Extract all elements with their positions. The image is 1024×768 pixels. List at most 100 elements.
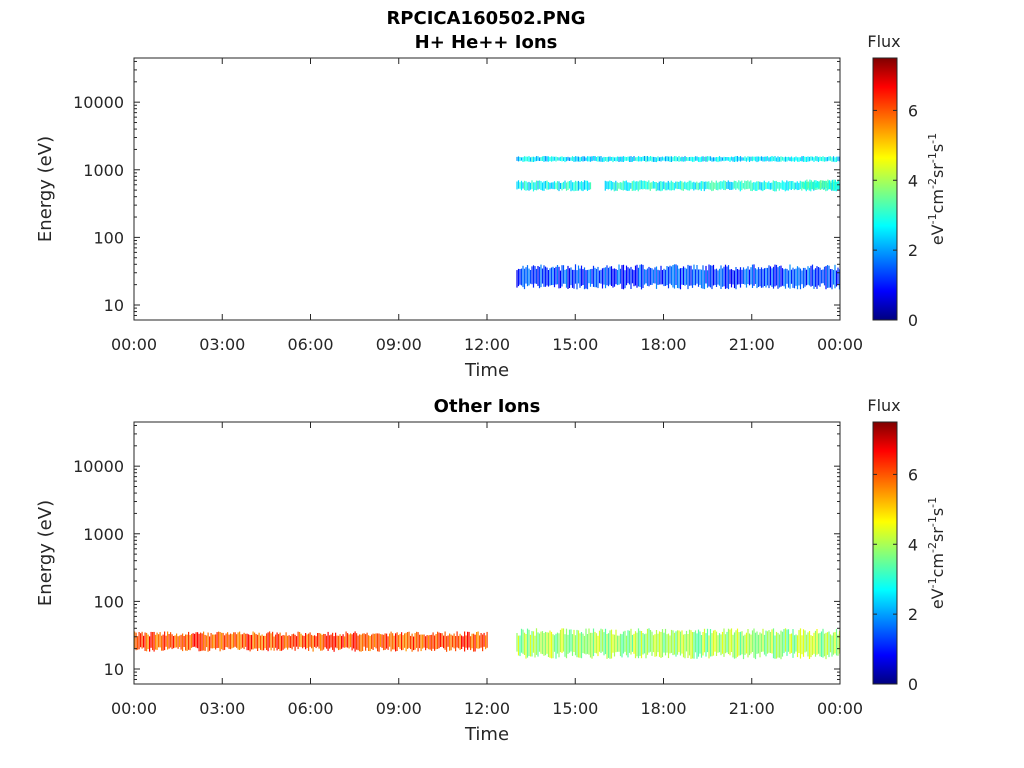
flux-streak [706,156,709,162]
flux-streak [789,634,791,654]
flux-streak [766,156,769,161]
flux-streak [775,157,778,162]
flux-streak [429,635,431,650]
flux-streak [624,181,626,190]
flux-streak [377,633,379,652]
flux-streak [829,634,832,653]
flux-streak [832,270,835,285]
flux-streak [363,633,365,647]
flux-streak [628,268,631,285]
flux-streak [812,181,814,190]
flux-streak [700,156,703,162]
flux-streak [531,180,533,190]
flux-streak [544,631,547,656]
flux-streak [351,634,353,651]
flux-streak [744,180,746,190]
flux-streak [718,633,721,653]
flux-streak [694,630,697,653]
flux-streak [820,631,823,657]
flux-streak [261,634,263,651]
flux-streak [622,631,625,654]
flux-streak [411,633,413,652]
flux-streak [182,633,184,652]
x-axis-ticks: 00:00 03:00 06:00 09:00 12:00 15:00 18:00 21:00… [111,422,863,718]
flux-streak [655,630,658,657]
flux-streak [344,636,346,648]
x-tick-label: 03:00 [199,335,245,354]
flux-streak [164,631,166,651]
flux-streak [802,629,805,657]
flux-streak [681,156,683,162]
flux-streak [836,181,838,188]
flux-streak [834,632,836,654]
flux-streak [664,628,667,656]
flux-streak [535,180,538,191]
flux-streak [260,635,262,650]
flux-streak [353,632,355,649]
flux-streak [829,269,832,288]
flux-streak [784,156,787,162]
flux-streak [645,181,647,190]
flux-streak [257,634,259,651]
flux-streak [627,182,629,191]
flux-streak [552,266,554,285]
flux-streak [604,628,607,655]
flux-streak [537,180,539,190]
colorbar-units-label: eV-1​cm-2​sr-1​s-1​ [926,133,947,245]
flux-streak [778,157,781,162]
flux-streak [242,634,244,648]
flux-streak [720,157,722,162]
flux-streak [447,635,449,647]
flux-streak [783,157,785,162]
flux-streak [189,635,191,651]
flux-streak [634,265,637,286]
flux-streak [366,632,368,648]
flux-streak [654,634,656,657]
flux-streak [523,268,526,290]
flux-streak [780,265,782,287]
flux-streak [751,630,754,652]
flux-streak [796,157,799,162]
flux-streak [401,632,403,651]
flux-streak [825,266,827,290]
flux-streak [553,156,556,161]
flux-streak [308,633,310,651]
flux-streak [609,156,611,161]
flux-streak [540,631,542,654]
flux-streak [598,630,601,652]
flux-streak [573,182,575,192]
flux-streak [588,628,590,655]
flux-streak [763,180,765,190]
flux-streak [813,269,815,289]
flux-streak [799,268,802,290]
flux-streak [297,631,299,650]
flux-streak [645,269,647,284]
flux-streak [564,180,566,189]
flux-streak [771,156,773,162]
flux-streak [437,631,439,649]
flux-streak [458,635,460,649]
flux-streak [375,633,377,649]
flux-streak [792,267,794,288]
flux-streak [792,157,794,162]
flux-streak [624,630,626,652]
flux-streak [676,157,679,162]
flux-streak [805,269,808,286]
flux-streak [149,636,151,652]
flux-streak [323,633,325,650]
flux-streak [300,633,302,648]
colorbar-tick-label: 0 [908,675,918,694]
flux-streak [717,182,719,191]
flux-streak [417,632,419,652]
flux-streak [559,183,562,189]
flux-streak [405,632,407,652]
flux-streak [676,265,679,289]
flux-streak [577,156,580,162]
x-axis-ticks: 00:00 03:00 06:00 09:00 12:00 15:00 18:00 21:00… [111,58,863,354]
flux-streak [547,156,550,162]
flux-streak [607,181,609,190]
flux-streak [828,156,830,161]
flux-streak [810,635,812,658]
flux-streak [486,631,488,648]
flux-streak [613,182,615,192]
